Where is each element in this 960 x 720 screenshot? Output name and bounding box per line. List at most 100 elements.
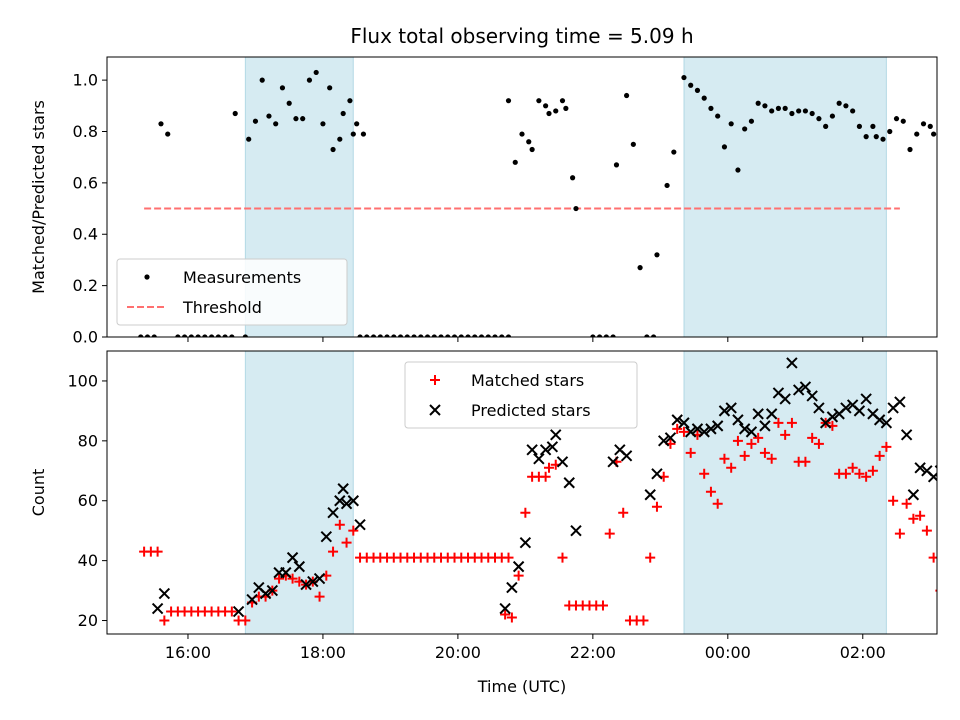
predicted-star-marker	[873, 414, 886, 426]
matched-star-marker	[503, 552, 514, 563]
predicted-star-marker	[684, 426, 697, 438]
measurement-point	[188, 334, 194, 337]
measurement-point	[259, 77, 265, 83]
matched-star-marker	[915, 510, 926, 521]
matched-star-marker	[604, 528, 615, 539]
predicted-star-marker	[539, 444, 552, 456]
y-tick-label: 0.4	[73, 225, 98, 244]
matched-star-marker	[226, 606, 237, 617]
predicted-star-marker	[752, 408, 764, 420]
measurement-point	[465, 334, 471, 337]
predicted-star-marker	[894, 396, 906, 408]
measurement-point	[293, 116, 299, 122]
matched-star-marker	[651, 501, 662, 512]
predicted-star-marker	[526, 444, 538, 456]
measurement-point	[404, 334, 410, 337]
predicted-star-marker	[546, 441, 559, 453]
measurement-point	[597, 334, 603, 337]
predicted-star-marker	[644, 489, 656, 501]
predicted-star-marker	[813, 402, 825, 414]
legend: Measurements Threshold	[116, 258, 348, 326]
matched-star-marker	[597, 600, 608, 611]
predicted-star-marker	[313, 572, 326, 585]
predicted-star-marker	[293, 560, 306, 573]
predicted-star-marker	[949, 517, 959, 527]
predicted-star-marker	[725, 402, 737, 414]
measurement-point	[165, 131, 171, 137]
predicted-star-marker	[786, 357, 798, 369]
measurement-point	[728, 121, 734, 127]
measurement-point	[158, 121, 164, 127]
predicted-star-marker	[607, 456, 619, 468]
measurement-point	[762, 103, 768, 109]
measurement-point	[306, 77, 313, 83]
measurement-point	[755, 100, 761, 106]
matched-star-marker	[901, 498, 912, 509]
measurement-point	[721, 144, 728, 150]
measurement-point	[485, 334, 491, 337]
measurement-point	[816, 116, 822, 122]
measurement-point	[377, 334, 383, 337]
predicted-star-marker	[853, 405, 866, 417]
measurement-point	[623, 92, 630, 99]
matched-star-marker	[813, 438, 824, 449]
legend-marker-predicted	[429, 404, 441, 416]
legend-label: Predicted stars	[471, 401, 591, 420]
measurement-point	[266, 113, 272, 119]
measurement-point	[472, 334, 478, 337]
predicted-star-marker	[151, 602, 164, 615]
measurement-point	[418, 334, 424, 337]
matched-star-marker	[732, 435, 743, 446]
measurement-point	[870, 123, 876, 129]
measurement-point	[708, 105, 714, 111]
matched-star-marker	[759, 447, 770, 458]
matched-star-marker	[800, 456, 811, 467]
y-tick-label: 100	[67, 371, 98, 390]
predicted-star-marker	[651, 468, 663, 480]
shaded-interval	[683, 56, 887, 338]
predicted-star-marker	[158, 587, 171, 600]
matched-star-marker	[867, 465, 878, 476]
matched-star-marker	[699, 468, 710, 479]
measurement-point	[505, 98, 512, 104]
measurement-point	[823, 123, 829, 129]
measurement-point	[215, 334, 221, 337]
predicted-star-marker	[556, 456, 569, 468]
legend-marker-matched	[430, 375, 440, 385]
matched-star-marker	[766, 453, 777, 464]
matched-star-marker	[949, 586, 959, 596]
predicted-star-marker	[860, 393, 872, 405]
predicted-star-marker	[232, 605, 245, 618]
matched-star-marker	[672, 423, 683, 434]
measurement-point	[559, 98, 566, 104]
y-tick-label: 60	[78, 491, 98, 510]
measurement-point	[654, 252, 660, 258]
matched-star-marker	[543, 462, 554, 473]
matched-star-marker	[840, 468, 851, 479]
measurement-point	[850, 108, 856, 114]
plot-frame	[106, 350, 938, 635]
measurement-point	[887, 128, 893, 135]
predicted-star-marker	[840, 402, 852, 414]
matched-star-marker	[159, 615, 170, 626]
predicted-star-marker	[347, 495, 360, 507]
legend-box	[116, 258, 348, 326]
predicted-star-marker	[337, 483, 349, 495]
measurement-point	[360, 131, 367, 137]
y-axis-label: Count	[29, 469, 48, 517]
x-tick-label: 20:00	[435, 643, 481, 662]
measurement-point	[546, 110, 552, 117]
y-tick-label: 1.0	[73, 71, 98, 90]
y-tick-label: 40	[78, 551, 98, 570]
measurement-point	[286, 100, 292, 106]
predicted-star-marker	[732, 414, 744, 426]
measurement-point	[320, 121, 326, 127]
measurement-point	[458, 334, 464, 337]
measurement-point	[701, 95, 707, 101]
predicted-star-marker	[259, 587, 272, 600]
matched-star-marker	[500, 609, 511, 620]
predicted-star-marker	[519, 536, 532, 549]
predicted-star-marker	[300, 578, 312, 591]
matched-star-marker	[746, 438, 757, 449]
predicted-star-marker	[354, 518, 366, 531]
